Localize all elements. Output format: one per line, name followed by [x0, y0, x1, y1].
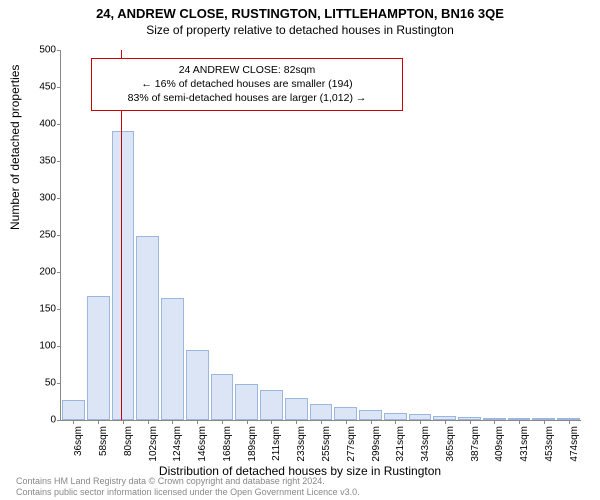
- x-tick-mark: [544, 420, 545, 424]
- chart-title: 24, ANDREW CLOSE, RUSTINGTON, LITTLEHAMP…: [0, 0, 600, 21]
- y-tick-mark: [57, 309, 61, 310]
- y-tick-mark: [57, 50, 61, 51]
- y-tick-mark: [57, 346, 61, 347]
- x-tick-mark: [445, 420, 446, 424]
- property-info-box: 24 ANDREW CLOSE: 82sqm← 16% of detached …: [91, 58, 403, 111]
- y-tick-label: 400: [26, 119, 56, 130]
- x-tick-mark: [519, 420, 520, 424]
- histogram-bar: [87, 296, 110, 420]
- x-tick-mark: [420, 420, 421, 424]
- y-tick-label: 450: [26, 82, 56, 93]
- y-tick-label: 100: [26, 341, 56, 352]
- y-tick-mark: [57, 235, 61, 236]
- y-axis-label: Number of detached properties: [8, 65, 22, 230]
- y-tick-label: 0: [26, 415, 56, 426]
- y-tick-label: 50: [26, 378, 56, 389]
- histogram-bar: [359, 410, 382, 420]
- footer-attribution: Contains HM Land Registry data © Crown c…: [16, 476, 360, 499]
- histogram-bar: [112, 131, 135, 420]
- histogram-bar: [136, 236, 159, 420]
- histogram-bar: [235, 384, 258, 420]
- y-tick-mark: [57, 272, 61, 273]
- y-tick-label: 350: [26, 156, 56, 167]
- y-tick-label: 250: [26, 230, 56, 241]
- histogram-bar: [62, 400, 85, 420]
- x-tick-mark: [470, 420, 471, 424]
- y-tick-label: 200: [26, 267, 56, 278]
- chart-area: 36sqm58sqm80sqm102sqm124sqm146sqm168sqm1…: [60, 50, 580, 420]
- info-box-line: 83% of semi-detached houses are larger (…: [100, 91, 394, 105]
- x-tick-mark: [494, 420, 495, 424]
- x-tick-mark: [346, 420, 347, 424]
- y-tick-mark: [57, 420, 61, 421]
- histogram-bar: [161, 298, 184, 420]
- x-tick-mark: [569, 420, 570, 424]
- x-tick-mark: [73, 420, 74, 424]
- y-tick-mark: [57, 198, 61, 199]
- chart-subtitle: Size of property relative to detached ho…: [0, 21, 600, 37]
- x-tick-mark: [395, 420, 396, 424]
- x-tick-mark: [247, 420, 248, 424]
- y-tick-mark: [57, 383, 61, 384]
- info-box-line: 24 ANDREW CLOSE: 82sqm: [100, 63, 394, 77]
- x-tick-mark: [321, 420, 322, 424]
- y-tick-label: 300: [26, 193, 56, 204]
- x-tick-mark: [172, 420, 173, 424]
- histogram-bar: [285, 398, 308, 420]
- chart-container: 24, ANDREW CLOSE, RUSTINGTON, LITTLEHAMP…: [0, 0, 600, 500]
- y-tick-label: 150: [26, 304, 56, 315]
- x-tick-mark: [371, 420, 372, 424]
- histogram-bar: [310, 404, 333, 420]
- y-tick-mark: [57, 161, 61, 162]
- x-tick-mark: [148, 420, 149, 424]
- histogram-bar: [260, 390, 283, 420]
- histogram-bar: [334, 407, 357, 420]
- y-tick-label: 500: [26, 45, 56, 56]
- x-tick-mark: [98, 420, 99, 424]
- footer-line-1: Contains HM Land Registry data © Crown c…: [16, 476, 360, 487]
- x-tick-mark: [123, 420, 124, 424]
- x-tick-mark: [197, 420, 198, 424]
- histogram-bar: [384, 413, 407, 420]
- x-tick-mark: [222, 420, 223, 424]
- y-tick-mark: [57, 87, 61, 88]
- footer-line-2: Contains public sector information licen…: [16, 487, 360, 498]
- histogram-bar: [211, 374, 234, 420]
- info-box-line: ← 16% of detached houses are smaller (19…: [100, 77, 394, 91]
- y-tick-mark: [57, 124, 61, 125]
- plot-region: 36sqm58sqm80sqm102sqm124sqm146sqm168sqm1…: [60, 50, 581, 421]
- x-tick-mark: [271, 420, 272, 424]
- x-tick-mark: [296, 420, 297, 424]
- histogram-bar: [186, 350, 209, 420]
